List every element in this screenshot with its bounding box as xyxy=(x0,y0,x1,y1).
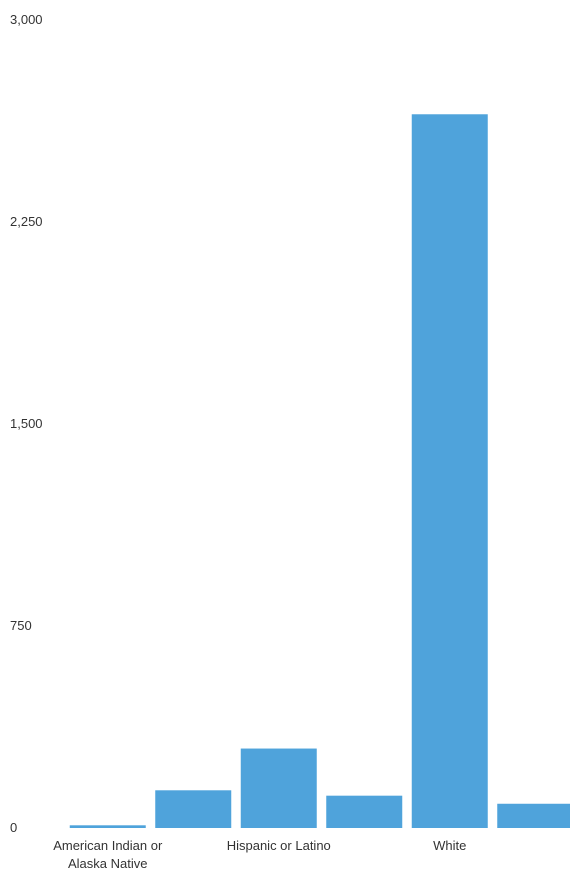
x-category-label: American Indian or xyxy=(53,838,163,853)
bars xyxy=(69,114,570,829)
bar-asian[interactable] xyxy=(155,790,232,828)
y-tick-label: 750 xyxy=(10,618,32,633)
y-tick-label: 2,250 xyxy=(10,214,43,229)
y-tick-label: 0 xyxy=(10,820,17,835)
bar-white[interactable] xyxy=(411,114,488,829)
bar-american-indian-alaska-native[interactable] xyxy=(69,825,146,828)
bar-hispanic-or-latino[interactable] xyxy=(240,748,317,828)
bar-multiracial[interactable] xyxy=(326,795,403,828)
x-category-label: Hispanic or Latino xyxy=(227,838,331,853)
y-tick-label: 3,000 xyxy=(10,12,43,27)
y-tick-label: 1,500 xyxy=(10,416,43,431)
bar-other[interactable] xyxy=(497,803,570,828)
y-axis: 0 750 1,500 2,250 3,000 xyxy=(10,12,43,835)
x-category-label: White xyxy=(433,838,466,853)
x-axis: American Indian or Alaska Native Hispanic … xyxy=(53,838,466,871)
x-category-label: Alaska Native xyxy=(68,856,147,871)
